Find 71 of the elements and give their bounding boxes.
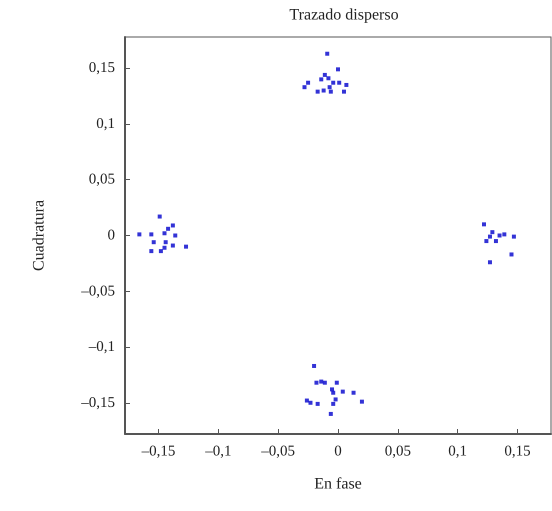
point [158,214,162,219]
point [308,400,312,405]
point [337,80,342,85]
point [502,232,506,236]
point [344,82,348,87]
y-tick-label: –0,05 [80,283,115,300]
x-tick-label: –0,05 [260,444,296,460]
point [302,85,306,90]
point [488,234,492,239]
point [352,390,356,395]
point [164,240,168,244]
point [149,249,154,254]
x-tick-label: 0,1 [448,444,468,460]
point [328,85,332,90]
point [173,234,178,238]
y-tick-label: –0,1 [88,339,115,356]
point [331,402,336,406]
point [498,234,502,238]
point [319,77,324,82]
point [322,88,326,93]
x-tick-label: 0,15 [504,444,531,460]
y-tick-label: –0,15 [80,394,115,411]
point [322,72,327,77]
point [306,80,310,85]
point [360,400,364,404]
point [312,364,316,368]
point [482,222,486,226]
point [488,260,492,264]
point [149,232,154,236]
point [328,90,333,94]
point [494,239,498,244]
x-tick-label: –0,15 [140,444,176,460]
point [334,397,338,402]
point [490,230,494,234]
y-tick-label: 0,05 [88,172,115,188]
point [340,390,345,394]
point [331,80,336,85]
point [170,244,175,248]
x-tick-label: 0 [334,444,342,460]
x-tick-label: 0,05 [384,444,411,460]
point [484,239,488,244]
point [319,380,324,384]
point [512,234,516,239]
point [314,380,318,385]
point [325,52,330,56]
point [162,246,166,250]
chart-title: Trazado disperso [289,6,399,24]
point [510,252,514,256]
point [304,398,309,403]
point [334,380,339,385]
point [316,402,320,406]
y-tick-label: 0,1 [96,116,115,132]
point [158,249,163,254]
point [152,240,156,244]
point [328,412,333,416]
point [316,90,320,94]
y-tick-label: 0 [108,228,115,244]
point [137,232,142,236]
point [326,76,330,80]
point [184,244,188,249]
point [336,67,340,72]
x-tick-label: –0,1 [204,444,232,460]
x-axis-title: En fase [314,476,362,492]
point [166,226,170,231]
point [342,90,346,94]
point [162,231,166,236]
point [322,380,327,385]
point [170,223,175,228]
y-tick-label: 0,15 [88,60,115,76]
y-axis-title: Cuadratura [30,200,48,272]
point [330,387,334,392]
